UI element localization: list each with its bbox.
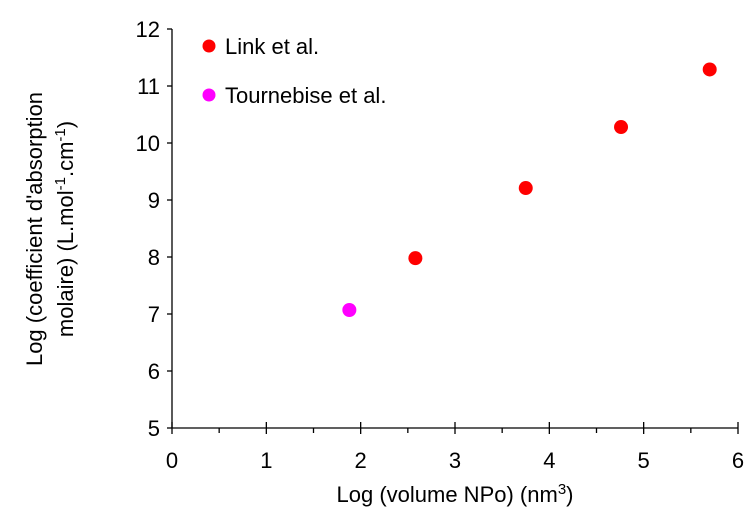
x-tick-label: 6: [732, 448, 744, 473]
y-axis-title-line1: Log (coefficient d'absorption: [22, 92, 47, 366]
data-point-link: [408, 251, 423, 266]
y-tick-label: 5: [148, 416, 160, 441]
y-ticks: 5 6 7 8 9 10 11 12: [136, 17, 172, 441]
y-axis-title-line2-c: ): [53, 121, 78, 128]
x-tick-label: 5: [638, 448, 650, 473]
y-axis-title-line2-a: molaire) (L.mol: [53, 190, 78, 337]
y-tick-label: 6: [148, 359, 160, 384]
x-axis-title-end: ): [566, 482, 573, 507]
data-point-link: [614, 120, 629, 135]
y-axis-title-line2-b: .cm: [53, 142, 78, 177]
legend-marker-link: [202, 39, 216, 53]
legend-marker-tournebise: [202, 88, 216, 102]
legend-label-tournebise: Tournebise et al.: [225, 83, 386, 108]
y-tick-label: 7: [148, 302, 160, 327]
y-tick-label: 9: [148, 188, 160, 213]
legend: Link et al. Tournebise et al.: [202, 34, 386, 108]
x-ticks: 0 1 2 3 4 5 6: [166, 422, 744, 473]
x-axis-title-sup: 3: [558, 481, 566, 498]
y-axis-title-line2-sup2: -1: [52, 128, 69, 141]
y-tick-label: 10: [136, 131, 160, 156]
x-tick-label: 3: [449, 448, 461, 473]
data-point-link: [702, 62, 717, 77]
y-tick-label: 11: [137, 74, 160, 99]
x-axis-title: Log (volume NPo) (nm3): [337, 481, 574, 507]
x-axis-title-main: Log (volume NPo) (nm: [337, 482, 558, 507]
x-tick-label: 4: [543, 448, 555, 473]
data-point-tournebise: [342, 303, 357, 318]
y-axis-title-line2: molaire) (L.mol-1.cm-1): [52, 121, 78, 337]
data-point-link: [518, 181, 533, 196]
legend-label-link: Link et al.: [225, 34, 319, 59]
data-points: [342, 62, 717, 318]
y-tick-label: 12: [136, 17, 160, 42]
y-axis-title-line2-sup1: -1: [52, 177, 69, 190]
x-tick-label: 1: [260, 448, 272, 473]
y-tick-label: 8: [148, 245, 160, 270]
y-axis-title: Log (coefficient d'absorption molaire) (…: [22, 92, 78, 366]
x-tick-label: 2: [355, 448, 367, 473]
x-tick-label: 0: [166, 448, 178, 473]
